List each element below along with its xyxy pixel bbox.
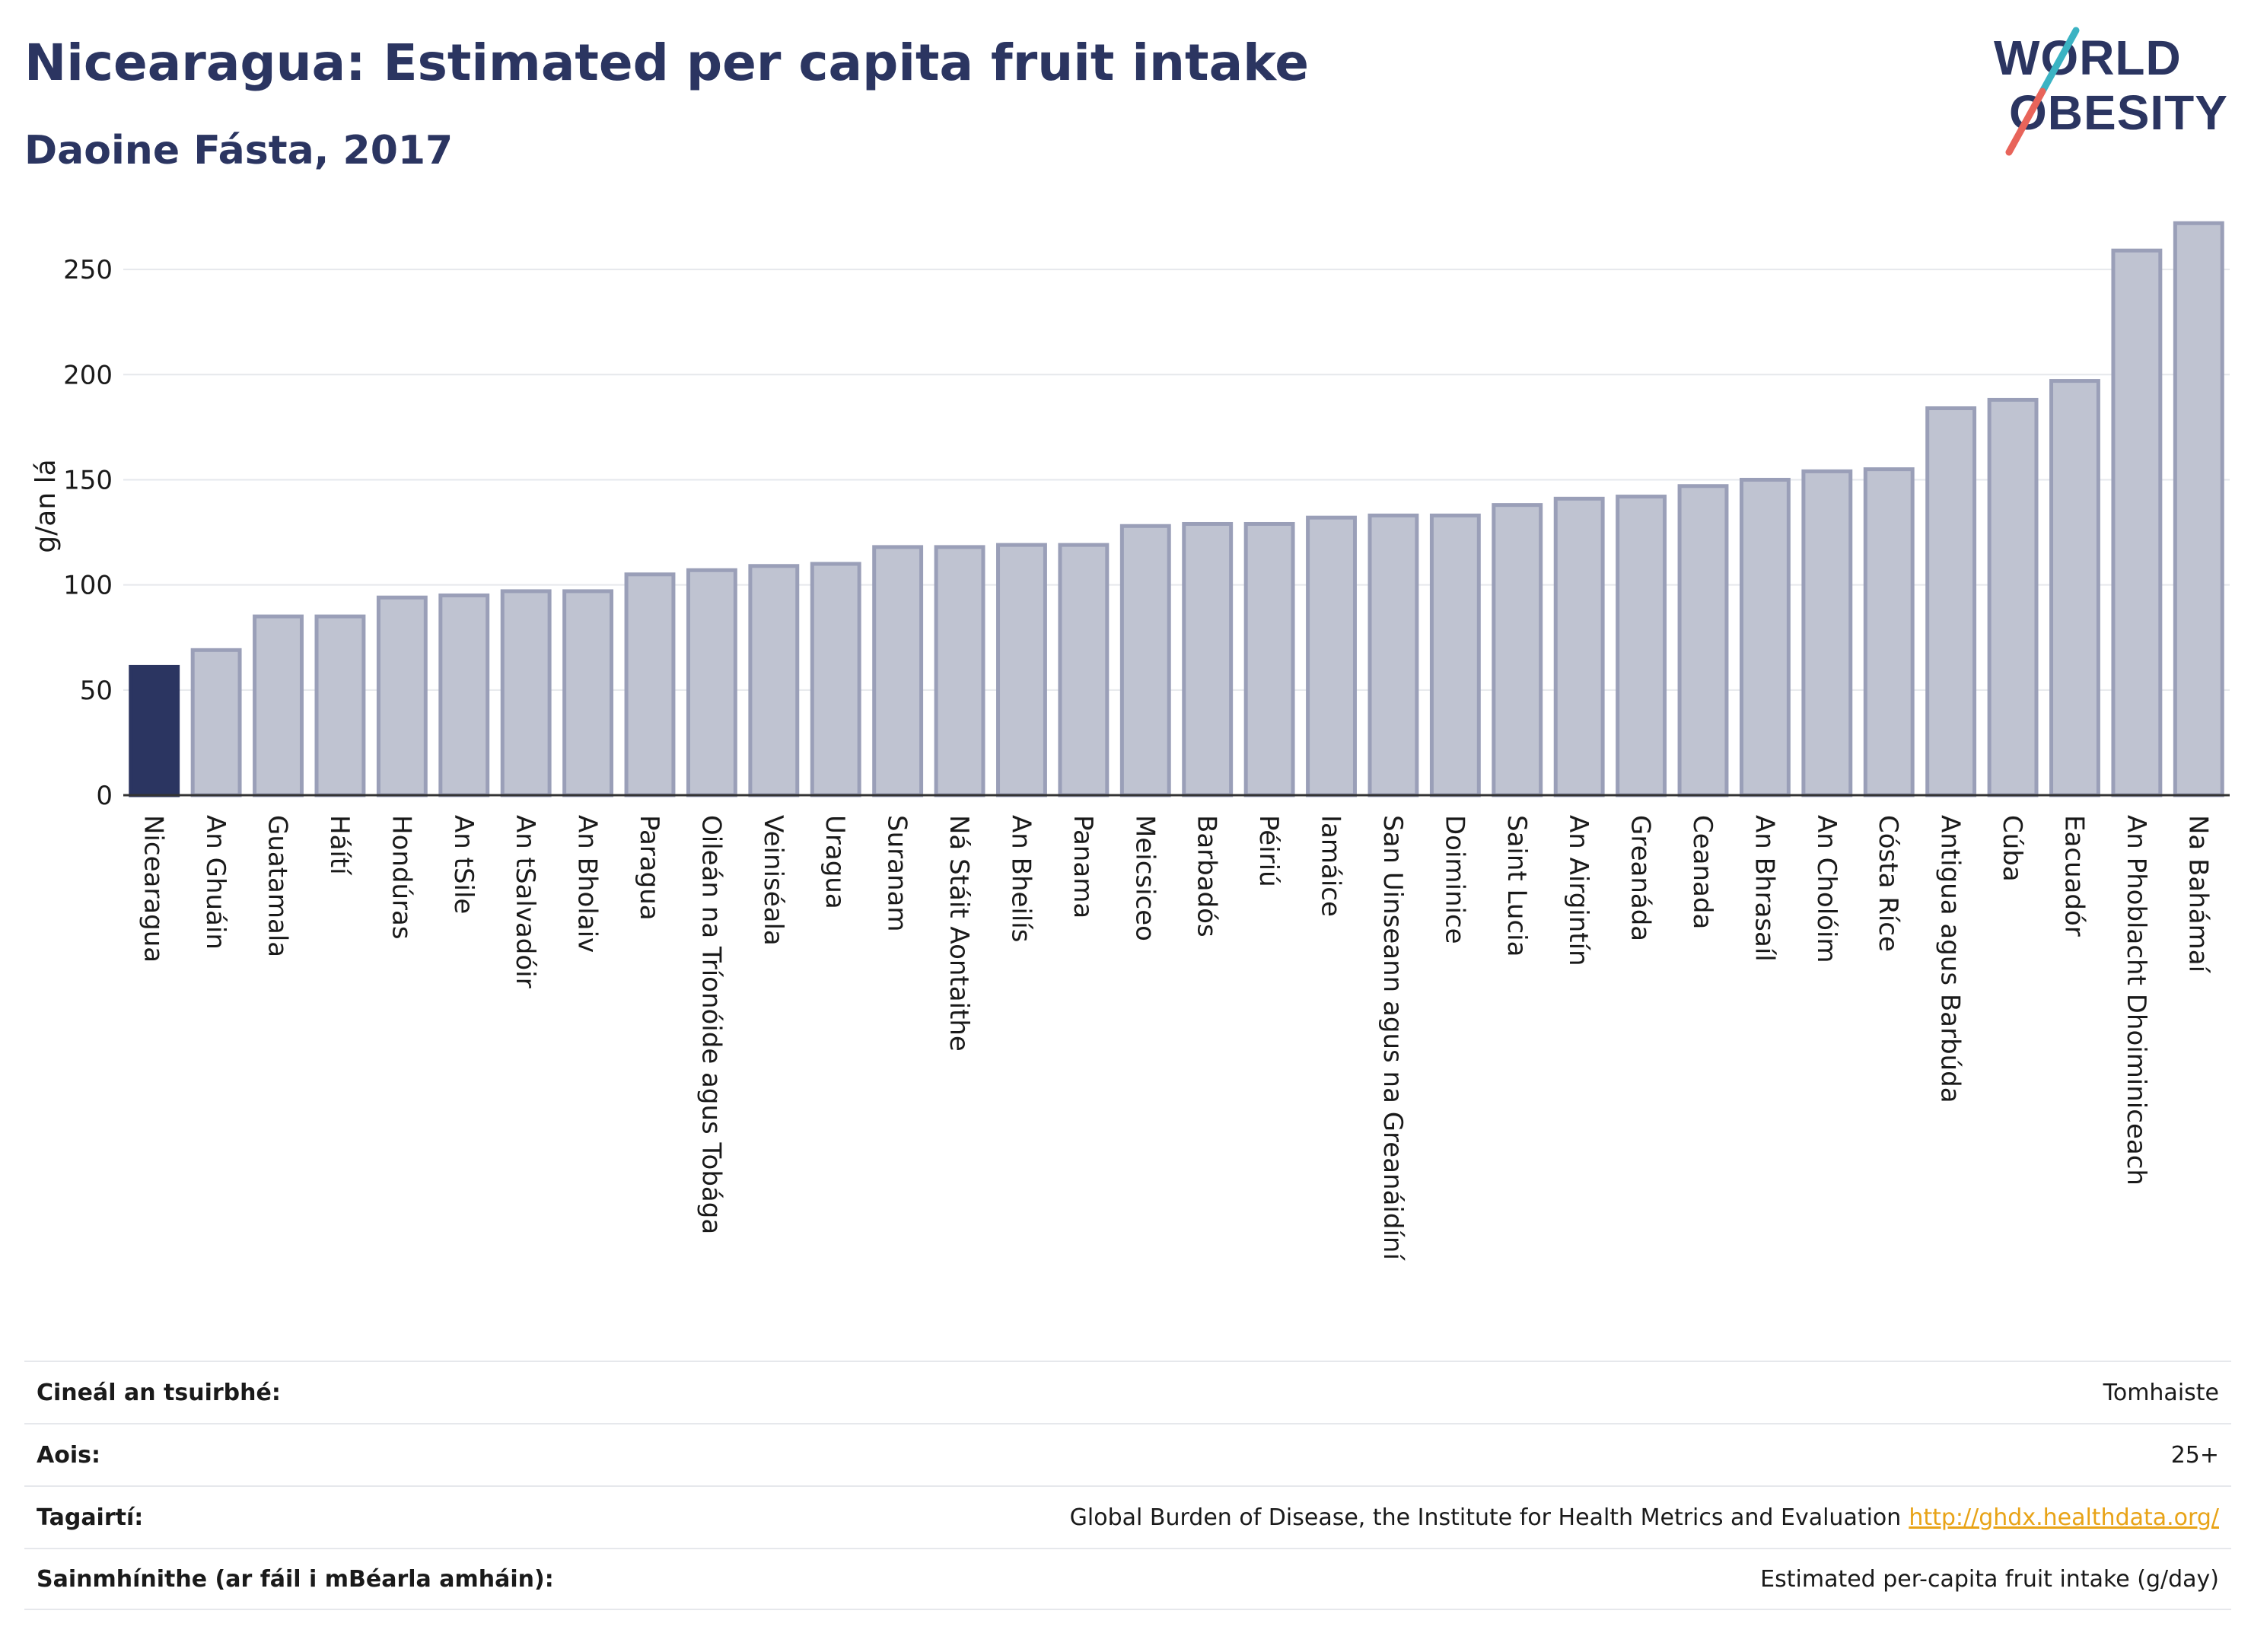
info-value-references: Global Burden of Disease, the Institute … <box>1070 1504 2219 1531</box>
bar <box>1429 513 1481 797</box>
y-axis-label: g/an lá <box>30 459 62 552</box>
x-tick-label: Iamáice <box>1316 815 1346 917</box>
bar <box>253 614 304 797</box>
x-tick-label: Greanáda <box>1625 815 1656 941</box>
bar-chart: 0 50 100 150 200 250 g/an lá Nicearagua An Ghuái… <box>30 221 2230 1261</box>
bar <box>1925 406 1977 797</box>
x-tick-label: Meicsiceo <box>1129 815 1160 941</box>
info-row-age: Aois: 25+ <box>24 1423 2231 1485</box>
bar <box>1677 484 1729 797</box>
x-tick-label: An Bholaiv <box>572 815 603 953</box>
bar <box>438 593 490 797</box>
info-label: Tagairtí: <box>37 1504 144 1531</box>
bar <box>129 664 180 797</box>
bar <box>1306 515 1357 797</box>
info-row-survey-type: Cineál an tsuirbhé: Tomhaiste <box>24 1361 2231 1423</box>
bar <box>1182 521 1234 797</box>
y-tick-label: 250 <box>63 255 113 285</box>
x-tick-label: Uragua <box>820 815 850 909</box>
bar <box>748 564 800 797</box>
bar <box>2111 248 2163 797</box>
info-value: Tomhaiste <box>2103 1379 2219 1406</box>
bar <box>810 562 861 797</box>
x-tick-label: Eacuadór <box>2058 815 2089 937</box>
x-tick-label: An Ghuáin <box>200 815 231 950</box>
bar <box>2049 379 2100 797</box>
bar <box>562 589 614 797</box>
x-tick-label: An Phoblacht Dhoiminiceach <box>2121 815 2151 1186</box>
y-tick-label: 50 <box>80 676 113 706</box>
bar <box>190 648 242 797</box>
bar <box>1739 477 1791 797</box>
logo-slash-coral <box>2005 88 2046 156</box>
x-tick-label: An Bheilís <box>1005 815 1036 942</box>
info-value: Estimated per-capita fruit intake (g/day… <box>1760 1565 2219 1593</box>
info-row-definitions: Sainmhínithe (ar fáil i mBéarla amháin):… <box>24 1548 2231 1610</box>
x-tick-label: Cúba <box>1997 815 2027 882</box>
y-tick-label: 200 <box>63 360 113 390</box>
x-tick-label: An Cholóim <box>1811 815 1842 963</box>
y-tick-label: 150 <box>63 465 113 495</box>
x-tick-label: Nicearagua <box>138 815 169 963</box>
bar <box>1553 496 1605 797</box>
x-tick-label: Na Bahámaí <box>2183 815 2213 974</box>
bar <box>1492 503 1543 797</box>
x-tick-label: Panama <box>1068 815 1098 918</box>
page-title: Nicearagua: Estimated per capita fruit i… <box>24 33 1309 92</box>
bar <box>1367 513 1419 797</box>
x-tick-label: Doiminice <box>1439 815 1469 944</box>
info-table: Cineál an tsuirbhé: Tomhaiste Aois: 25+ … <box>24 1361 2231 1610</box>
reference-link[interactable]: http://ghdx.healthdata.org/ <box>1909 1504 2219 1531</box>
x-tick-label: Oileán na Tríonóide agus Tobága <box>696 815 726 1234</box>
x-tick-label: Barbadós <box>1192 815 1222 937</box>
x-tick-label: Ná Stáit Aontaithe <box>944 815 974 1052</box>
x-tick-label: An tSalvadóir <box>510 815 540 988</box>
x-tick-label: Péiriú <box>1253 815 1284 887</box>
logo-line1: WORLD <box>1994 30 2182 85</box>
bar <box>1119 524 1171 797</box>
bar <box>376 595 428 797</box>
info-label: Sainmhínithe (ar fáil i mBéarla amháin): <box>37 1565 554 1593</box>
x-tick-label: Suranam <box>882 815 912 931</box>
logo-line2: OBESITY <box>2009 85 2228 140</box>
y-tick-label: 0 <box>96 781 113 811</box>
bar <box>934 545 985 797</box>
bar <box>1801 469 1853 797</box>
x-tick-label: Cósta Ríce <box>1873 815 1903 952</box>
info-label: Aois: <box>37 1441 100 1469</box>
bar <box>1987 397 2039 797</box>
bar <box>500 589 552 797</box>
bar <box>2173 221 2224 797</box>
x-tick-label: Veiniséala <box>758 815 788 946</box>
x-tick-label: Háítí <box>324 815 355 876</box>
x-tick-label: Hondúras <box>386 815 416 940</box>
bar <box>686 568 737 797</box>
info-label: Cineál an tsuirbhé: <box>37 1379 281 1406</box>
x-tick-label: Paragua <box>634 815 664 921</box>
x-tick-label: Guatamala <box>263 815 293 957</box>
info-row-references: Tagairtí: Global Burden of Disease, the … <box>24 1485 2231 1548</box>
x-tick-label: San Uinseann agus na Greanáidíní <box>1377 815 1408 1261</box>
x-tick-label: Ceanada <box>1687 815 1718 929</box>
x-tick-label: Saint Lucia <box>1501 815 1532 957</box>
bar <box>1243 521 1295 797</box>
bar <box>996 543 1047 797</box>
bar <box>1863 467 1915 797</box>
x-tick-label: An tSile <box>448 815 479 914</box>
x-tick-label: An Bhrasaíl <box>1749 815 1779 962</box>
bar <box>314 614 366 797</box>
world-obesity-logo: WORLD OBESITY <box>1994 27 2228 156</box>
bar <box>624 572 676 797</box>
x-tick-label: Antigua agus Barbúda <box>1935 815 1966 1103</box>
bar <box>872 545 924 797</box>
bar <box>1058 543 1110 797</box>
page-subtitle: Daoine Fásta, 2017 <box>24 128 454 173</box>
x-tick-label: An Airgintín <box>1563 815 1594 966</box>
bar <box>1616 495 1667 797</box>
info-value: 25+ <box>2170 1441 2219 1469</box>
y-tick-label: 100 <box>63 571 113 601</box>
logo-slash-teal <box>2039 27 2080 95</box>
reference-text: Global Burden of Disease, the Institute … <box>1069 1504 1902 1531</box>
